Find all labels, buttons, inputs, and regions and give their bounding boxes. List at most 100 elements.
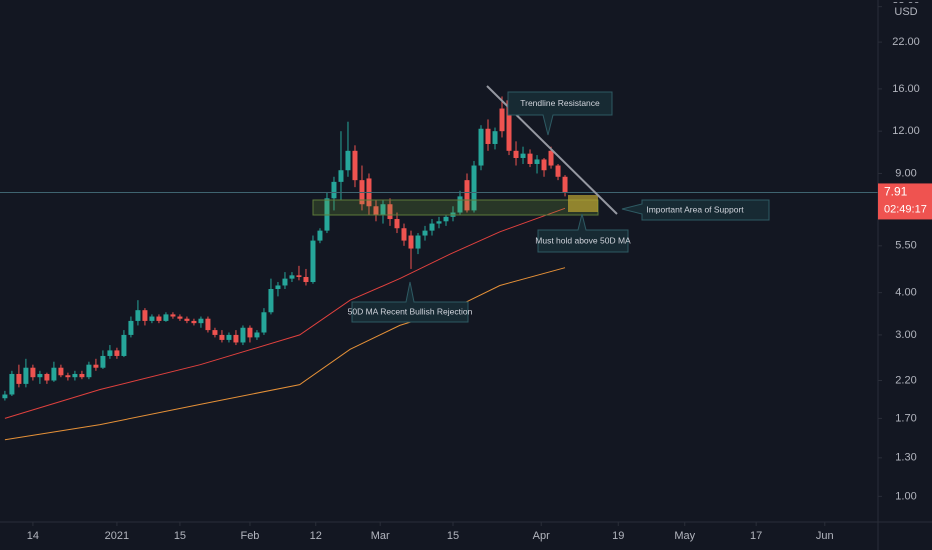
- candle-body: [240, 327, 246, 343]
- candle-body: [212, 330, 218, 335]
- candle-body: [317, 230, 323, 241]
- candle-body: [548, 150, 554, 166]
- candle-body: [520, 153, 526, 158]
- y-tick-label: 1.00: [895, 490, 916, 502]
- candle-body: [338, 170, 344, 182]
- candle-body: [345, 150, 351, 171]
- candle-body: [387, 204, 393, 220]
- candle-body: [443, 216, 449, 222]
- candle-body: [485, 128, 491, 144]
- candle-body: [184, 318, 190, 321]
- candle-body: [16, 373, 22, 384]
- candle-body: [422, 230, 428, 236]
- candle-body: [2, 394, 8, 399]
- candle-body: [72, 373, 78, 378]
- candle-body: [380, 204, 386, 215]
- y-tick-label: 12.00: [892, 125, 920, 137]
- candle-body: [191, 320, 197, 324]
- candle-body: [58, 367, 64, 376]
- candle-body: [499, 108, 505, 132]
- candle-body: [408, 235, 414, 249]
- annotation: 50D MA Recent Bullish Rejection: [348, 306, 473, 316]
- x-tick-label: 15: [174, 530, 186, 542]
- x-tick-label: Mar: [371, 530, 390, 542]
- y-tick-label: 16.00: [892, 83, 920, 95]
- currency-label: USD: [894, 6, 917, 18]
- candle-body: [86, 364, 92, 378]
- x-tick-label: 17: [750, 530, 762, 542]
- candle-body: [352, 150, 358, 181]
- callout-box: [537, 213, 629, 253]
- candle-body: [121, 334, 127, 356]
- candle-body: [51, 367, 57, 381]
- candle-body: [100, 355, 106, 368]
- candle-body: [436, 221, 442, 224]
- x-tick-label: Apr: [533, 530, 550, 542]
- y-tick-label: 2.20: [895, 374, 916, 386]
- candle-body: [513, 150, 519, 158]
- candle-body: [149, 316, 155, 321]
- candle-body: [44, 373, 50, 381]
- moving-average: [4, 207, 566, 419]
- candle-body: [156, 316, 162, 321]
- last-price-box: [878, 183, 932, 220]
- candle-body: [170, 314, 176, 317]
- candle-body: [401, 228, 407, 241]
- candle-body: [23, 367, 29, 384]
- candle-body: [107, 350, 113, 356]
- plot-area: [0, 96, 878, 441]
- y-tick-label: 1.30: [895, 452, 916, 464]
- candle-body: [464, 180, 470, 211]
- candle-body: [471, 165, 477, 211]
- candle-body: [30, 367, 36, 378]
- candle-body: [478, 128, 484, 166]
- x-tick-label: 2021: [105, 530, 129, 542]
- candle-body: [296, 275, 302, 277]
- candle-body: [65, 375, 71, 378]
- x-tick-label: Feb: [240, 530, 259, 542]
- candle-body: [275, 285, 281, 290]
- candle-body: [303, 276, 309, 283]
- candle-body: [289, 275, 295, 279]
- currency-bg: [890, 3, 922, 20]
- last-price-label: 7.91: [884, 185, 908, 199]
- y-tick-label: 1.70: [895, 412, 916, 424]
- candle-body: [555, 165, 561, 177]
- candle-body: [254, 332, 260, 338]
- candle-body: [79, 373, 85, 378]
- support-zone: [312, 199, 599, 216]
- candle-body: [492, 131, 498, 144]
- annotation: Important Area of Support: [646, 204, 744, 214]
- moving-average: [4, 267, 566, 441]
- x-tick-label: 19: [612, 530, 624, 542]
- candle-body: [373, 206, 379, 215]
- x-tick-label: 15: [447, 530, 459, 542]
- candle-body: [37, 373, 43, 378]
- candle-body: [247, 327, 253, 338]
- x-tick-label: 14: [27, 530, 39, 542]
- candle-body: [135, 310, 141, 321]
- y-tick-label: 9.00: [895, 167, 916, 179]
- candle-body: [506, 100, 512, 151]
- candle-body: [331, 181, 337, 199]
- y-tick-label: 5.50: [895, 240, 916, 252]
- annotation: Trendline Resistance: [520, 98, 600, 108]
- candle-body: [261, 312, 267, 333]
- candle-body: [429, 223, 435, 231]
- candle-body: [268, 289, 274, 313]
- candle-body: [198, 318, 204, 324]
- support-highlight: [568, 195, 598, 212]
- callout-box: [351, 281, 469, 323]
- x-tick-label: May: [674, 530, 695, 542]
- y-tick-label: 3.00: [895, 329, 916, 341]
- annotation: Must hold above 50D MA: [535, 235, 631, 245]
- candle-body: [9, 373, 15, 395]
- candle-body: [93, 364, 99, 368]
- candle-body: [534, 159, 540, 164]
- callout-box: [507, 91, 613, 136]
- candle-body: [282, 278, 288, 286]
- candle-body: [415, 235, 421, 249]
- candle-body: [233, 334, 239, 343]
